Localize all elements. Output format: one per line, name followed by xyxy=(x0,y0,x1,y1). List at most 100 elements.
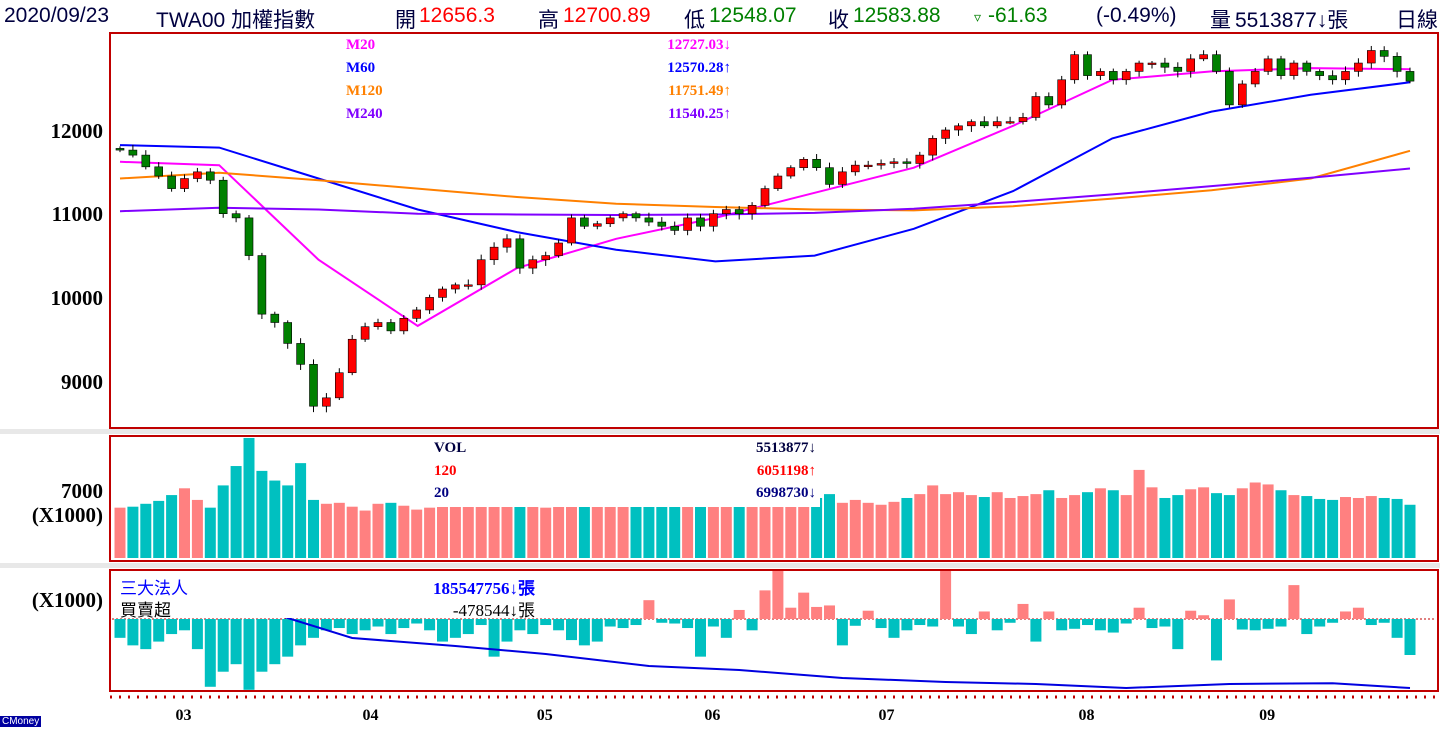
volume-bar xyxy=(733,504,745,558)
inst-net-bar xyxy=(243,619,255,690)
candle-body xyxy=(1328,75,1337,81)
volume-bar xyxy=(398,505,410,558)
volume-bar xyxy=(1069,495,1081,558)
inst-net-bar xyxy=(682,619,694,629)
candle-body xyxy=(154,166,163,177)
price-axis-label: 11000 xyxy=(51,202,103,226)
volume-bar xyxy=(514,501,526,558)
inst-net-bar xyxy=(424,619,436,631)
volume-bar xyxy=(566,503,577,558)
volume-bar xyxy=(1107,490,1119,558)
inst-net-bar xyxy=(798,592,810,619)
candle-body xyxy=(605,217,615,225)
inst-net-bar xyxy=(1107,619,1119,633)
inst-net-bar xyxy=(1314,619,1326,627)
institutional-panel-frame xyxy=(109,569,1439,692)
candle-body xyxy=(515,238,525,269)
volume-bar xyxy=(411,509,423,558)
volume-bar xyxy=(772,503,784,558)
volume-bar xyxy=(888,501,900,558)
volume-bar xyxy=(127,506,139,558)
ma-label: M20 xyxy=(346,37,376,53)
volume-bar xyxy=(256,470,268,558)
volume-bar xyxy=(1378,497,1390,558)
candle-body xyxy=(657,221,667,227)
price-axis-label: 9000 xyxy=(61,370,103,394)
candle-body xyxy=(270,313,280,323)
inst-net-bar xyxy=(1211,619,1222,661)
ma-label: M120 xyxy=(346,83,383,99)
inst-net-bar xyxy=(914,619,926,626)
candle-body xyxy=(1147,62,1157,65)
candle-body xyxy=(244,217,254,256)
inst-legend: 三大法人 185547756↓張 買賣超 -478544↓張 xyxy=(114,572,539,620)
volume-bar xyxy=(437,504,448,558)
candle-body xyxy=(1109,71,1118,81)
volume-bar xyxy=(501,504,513,558)
volume-bar xyxy=(475,502,487,558)
volume-bar xyxy=(759,503,771,558)
ma-value: 12570.28↑ xyxy=(667,60,731,76)
inst-net-bar xyxy=(372,619,384,627)
volume-bar xyxy=(308,499,319,558)
volume-legend-row: 20 6998730↓ xyxy=(434,485,816,505)
panel-separator xyxy=(0,563,1440,568)
volume-bar xyxy=(695,502,706,558)
volume-legend: VOL 5513877↓ 120 6051198↑ 20 6998730↓ xyxy=(428,437,820,507)
volume-bar xyxy=(591,506,603,558)
candle-body xyxy=(1341,71,1350,81)
candle-body xyxy=(1276,58,1286,76)
month-label: 09 xyxy=(1259,707,1276,724)
volume-bar xyxy=(656,506,668,558)
inst-legend-value: -478544↓張 xyxy=(452,601,535,620)
volume-bar xyxy=(1056,497,1068,558)
candle-body xyxy=(322,397,331,407)
inst-net-bar xyxy=(1133,607,1145,619)
volume-bar xyxy=(295,463,307,558)
inst-net-bar xyxy=(204,619,216,687)
volume-axis-label: 7000 xyxy=(61,479,103,503)
volume-bar xyxy=(630,503,642,558)
volume-bar xyxy=(914,494,926,558)
inst-net-bar xyxy=(320,619,332,631)
inst-net-bar xyxy=(437,619,448,642)
volume-bar xyxy=(720,503,732,558)
candle-body xyxy=(850,164,860,173)
candle-body xyxy=(1250,71,1260,85)
inst-cumulative-line xyxy=(261,609,1411,690)
ma-legend-row: M20 12727.03↓ xyxy=(346,37,731,57)
volume-bar xyxy=(1275,490,1287,558)
candle-body xyxy=(1199,54,1208,60)
inst-net-bar xyxy=(566,619,577,641)
volume-bar xyxy=(953,492,964,558)
institutional-panel xyxy=(112,569,1436,690)
volume-bar xyxy=(965,495,977,558)
volume-bar xyxy=(1301,496,1313,558)
candle-body xyxy=(438,288,447,298)
candle-body xyxy=(786,167,796,177)
low-value: 12548.07 xyxy=(709,4,797,27)
candle-body xyxy=(141,154,151,168)
inst-net-bar xyxy=(888,619,900,638)
volume-bar xyxy=(1391,498,1403,558)
volume-panel xyxy=(114,437,1416,558)
inst-net-bar xyxy=(772,570,784,619)
inst-net-bar xyxy=(140,619,152,650)
inst-net-bar xyxy=(1391,619,1403,638)
candle-body xyxy=(283,322,293,344)
candle-body xyxy=(360,326,370,340)
candle-body xyxy=(218,179,228,215)
candle-body xyxy=(309,364,318,407)
volume-bar xyxy=(282,485,294,558)
inst-net-bar xyxy=(540,619,552,626)
inst-net-bar xyxy=(295,619,307,646)
high-value: 12700.89 xyxy=(563,4,651,27)
inst-net-bar xyxy=(1030,619,1042,642)
volume-bar xyxy=(978,497,990,558)
volume-legend-label: 20 xyxy=(434,485,449,501)
inst-net-bar xyxy=(127,619,139,646)
candle-body xyxy=(1005,121,1015,124)
volume-bar xyxy=(1043,490,1055,558)
inst-legend-row: 三大法人 185547756↓張 xyxy=(120,574,535,598)
